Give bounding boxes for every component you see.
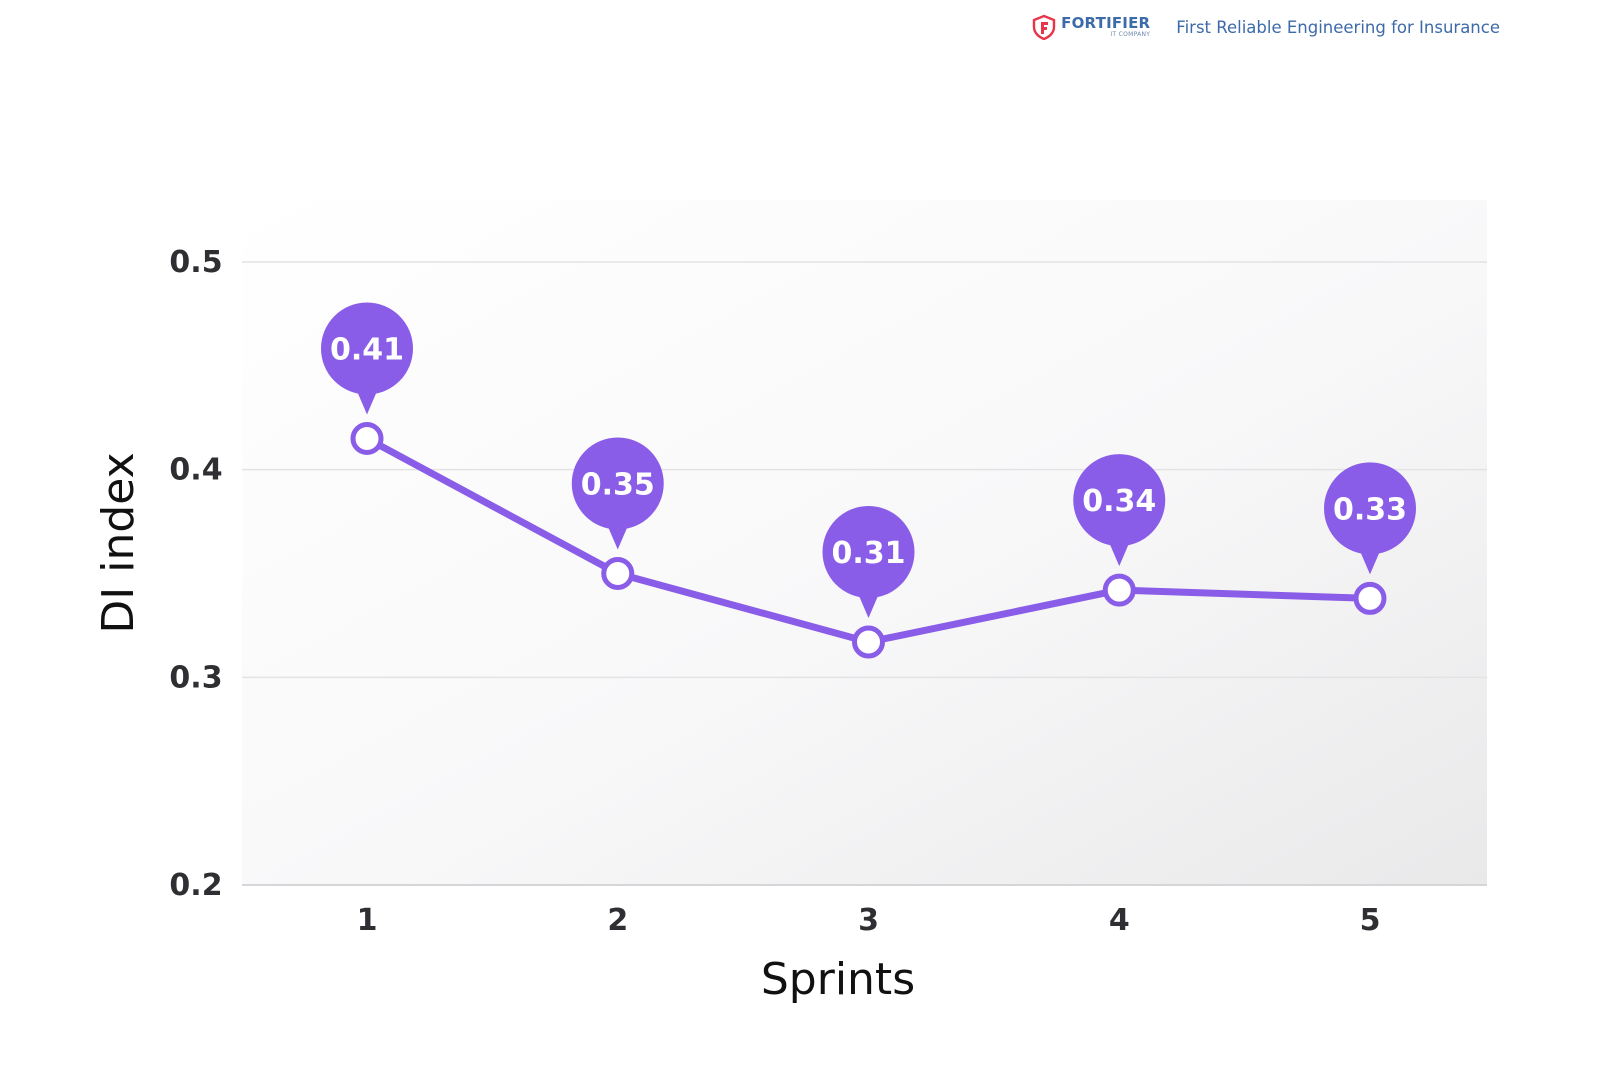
callout-bubble [321,302,413,395]
header: FORTIFIER IT COMPANY First Reliable Engi… [1031,12,1500,42]
data-label-callout: 0.33 [1324,462,1416,575]
brand-subtitle: IT COMPANY [1110,31,1151,38]
data-point[interactable] [350,422,384,456]
fortifier-logo-icon [1032,14,1056,40]
y-tick-label: 0.5 [169,245,222,280]
x-tick-label: 5 [1360,903,1381,938]
y-tick-label: 0.4 [169,453,222,488]
y-tick-label: 0.2 [169,868,222,903]
x-tick-label: 1 [357,903,378,938]
series [350,422,1387,659]
data-labels: 0.41 0.35 0.31 0.34 0.33 [321,302,1416,619]
tagline: First Reliable Engineering for Insurance [1176,17,1500,37]
callout-bubble [1073,454,1166,547]
data-point[interactable] [852,625,885,659]
data-label-callout: 0.31 [822,506,915,619]
callout-pointer [605,521,630,550]
callout-pointer [856,590,881,619]
data-point[interactable] [1353,581,1387,615]
data-label-callout: 0.35 [571,437,664,550]
data-point[interactable] [1102,573,1136,607]
data-label: 0.41 [330,333,404,368]
callout-pointer [1107,538,1132,567]
callout-bubble [1324,462,1416,555]
x-tick-label: 2 [607,903,628,938]
callout-bubble [822,506,915,599]
callout-bubble [571,437,664,530]
callout-pointer [355,386,379,415]
x-tick-label: 4 [1109,903,1130,938]
data-point[interactable] [601,557,635,590]
y-axis: 0.2 0.3 0.4 0.5 [169,245,222,903]
data-label: 0.31 [831,536,905,571]
brand-name: FORTIFIER [1061,14,1151,32]
brand[interactable]: FORTIFIER IT COMPANY [1031,14,1150,40]
data-label-callout: 0.41 [321,302,413,415]
brand-text: FORTIFIER IT COMPANY [1061,16,1150,38]
callout-pointer [1358,546,1382,575]
data-label: 0.33 [1333,492,1407,527]
y-axis-label: DI index [93,452,144,633]
data-label-callout: 0.34 [1073,454,1166,567]
grid [242,261,1487,886]
y-tick-label: 0.3 [169,660,222,695]
x-axis-label: Sprints [761,954,915,1005]
data-label: 0.34 [1082,484,1156,519]
x-axis: 1 2 3 4 5 [357,903,1381,938]
data-label: 0.35 [581,468,655,503]
x-tick-label: 3 [858,903,879,938]
